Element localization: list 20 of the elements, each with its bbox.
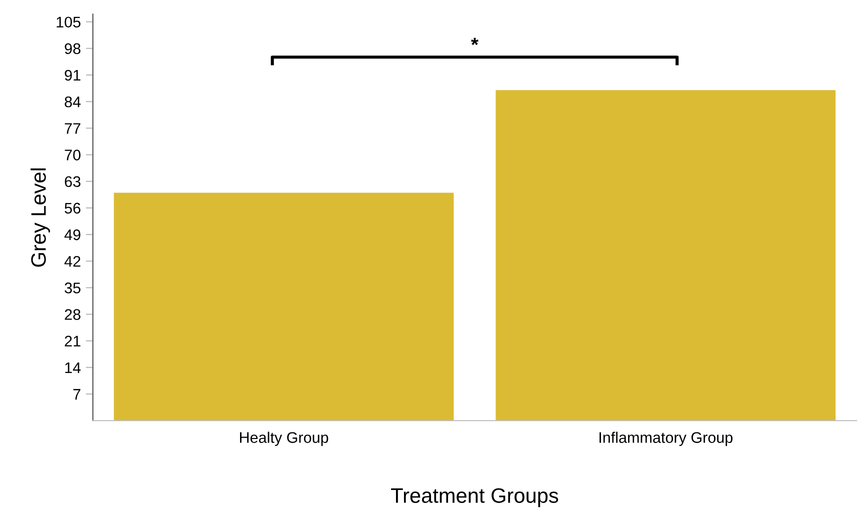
y-tick-label: 7 xyxy=(73,389,80,400)
x-axis-title: Treatment Groups xyxy=(391,488,558,508)
y-tick-label: 98 xyxy=(64,43,80,54)
y-tick-label: 42 xyxy=(64,256,80,267)
y-tick-label: 70 xyxy=(64,150,80,160)
y-tick-label: 105 xyxy=(56,16,80,28)
y-axis-title: Grey Level xyxy=(30,168,50,267)
y-tick-label: 49 xyxy=(64,229,80,240)
y-tick-label: 14 xyxy=(65,362,81,373)
y-tick-label: 21 xyxy=(64,336,80,346)
x-tick-label: Inflammatory Group xyxy=(600,432,733,446)
y-tick-label: 28 xyxy=(64,309,80,320)
y-tick-label: 63 xyxy=(64,176,80,188)
x-tick-label: Healty Group xyxy=(240,432,328,446)
y-tick-label: 84 xyxy=(64,96,81,108)
annotation: * xyxy=(470,38,478,46)
y-tick-label: 91 xyxy=(64,70,80,81)
y-tick-label: 77 xyxy=(64,123,80,134)
y-tick-label: 35 xyxy=(64,282,80,294)
y-tick-label: 56 xyxy=(64,202,80,214)
